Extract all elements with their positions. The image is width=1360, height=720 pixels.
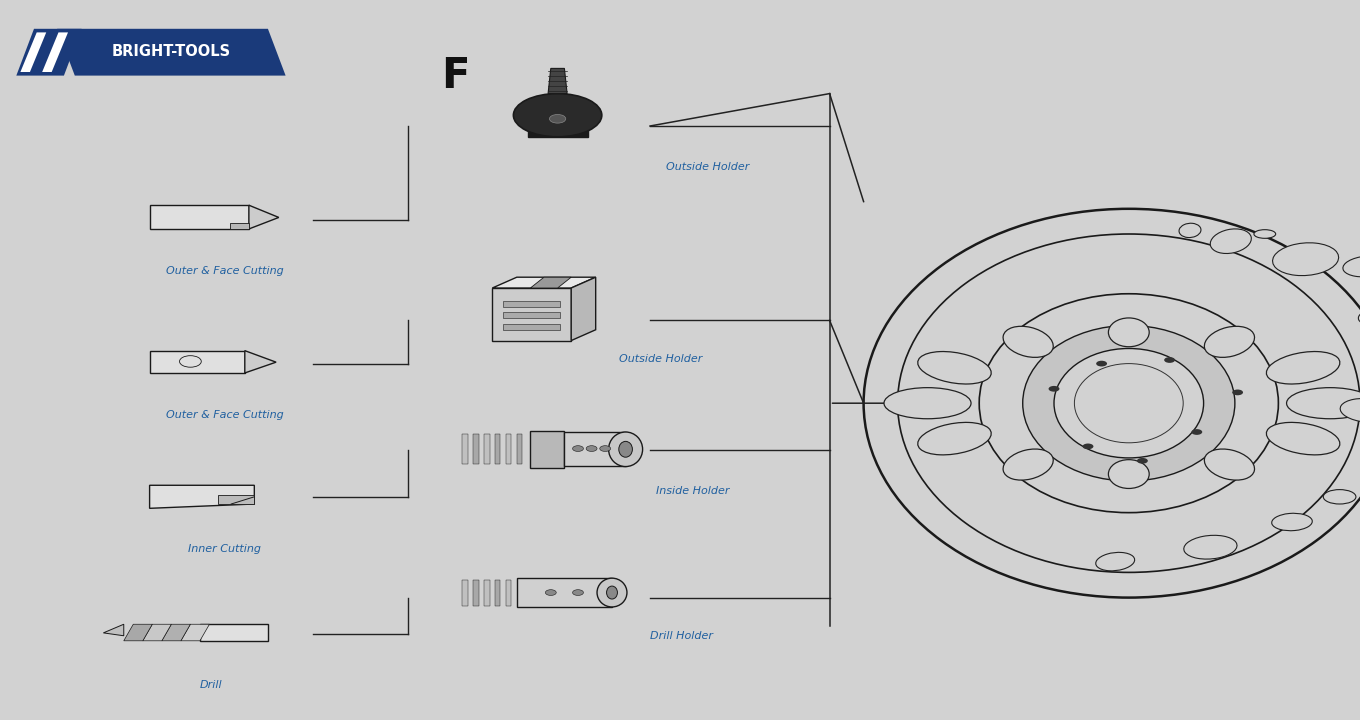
Circle shape — [600, 446, 611, 451]
Ellipse shape — [1096, 552, 1134, 571]
Polygon shape — [218, 495, 254, 504]
Polygon shape — [181, 624, 209, 641]
Text: Inside Holder: Inside Holder — [656, 486, 729, 496]
Ellipse shape — [1340, 398, 1360, 423]
Polygon shape — [484, 434, 490, 464]
Text: Drill: Drill — [200, 680, 222, 690]
Ellipse shape — [1254, 230, 1276, 238]
Polygon shape — [42, 32, 68, 72]
Polygon shape — [473, 434, 479, 464]
Circle shape — [1164, 357, 1175, 363]
Polygon shape — [150, 485, 254, 508]
Polygon shape — [249, 205, 279, 229]
Ellipse shape — [1205, 326, 1254, 357]
Polygon shape — [484, 580, 490, 606]
Ellipse shape — [1272, 513, 1312, 531]
Ellipse shape — [1359, 309, 1360, 325]
Circle shape — [1191, 429, 1202, 435]
Polygon shape — [571, 277, 596, 341]
Polygon shape — [16, 29, 82, 76]
Ellipse shape — [607, 586, 617, 599]
Text: BRIGHT-TOOLS: BRIGHT-TOOLS — [112, 45, 231, 59]
Polygon shape — [230, 223, 249, 229]
Polygon shape — [503, 324, 560, 330]
Ellipse shape — [1266, 351, 1340, 384]
Polygon shape — [506, 580, 511, 606]
Polygon shape — [473, 580, 479, 606]
Polygon shape — [124, 624, 152, 641]
Polygon shape — [57, 29, 286, 76]
Ellipse shape — [1205, 449, 1254, 480]
Polygon shape — [245, 351, 276, 373]
Ellipse shape — [1054, 348, 1204, 458]
Text: Inner Cutting: Inner Cutting — [188, 544, 261, 554]
Circle shape — [545, 590, 556, 595]
Ellipse shape — [1004, 326, 1053, 357]
Polygon shape — [462, 434, 468, 464]
Polygon shape — [103, 624, 124, 636]
Text: F: F — [442, 55, 469, 96]
Text: Outside Holder: Outside Holder — [619, 354, 702, 364]
Circle shape — [586, 446, 597, 451]
Polygon shape — [517, 578, 612, 607]
Ellipse shape — [884, 387, 971, 419]
Ellipse shape — [979, 294, 1278, 513]
Ellipse shape — [1108, 318, 1149, 347]
Text: Outer & Face Cutting: Outer & Face Cutting — [166, 266, 283, 276]
Polygon shape — [503, 312, 560, 318]
Ellipse shape — [609, 432, 643, 467]
Circle shape — [549, 114, 566, 123]
Polygon shape — [200, 624, 268, 641]
Ellipse shape — [1183, 535, 1238, 559]
Ellipse shape — [1108, 459, 1149, 488]
Circle shape — [1096, 361, 1107, 366]
Polygon shape — [495, 580, 500, 606]
Text: Drill Holder: Drill Holder — [650, 631, 713, 641]
Polygon shape — [143, 624, 171, 641]
Ellipse shape — [1179, 223, 1201, 238]
Circle shape — [1083, 444, 1093, 449]
Polygon shape — [492, 288, 571, 341]
Ellipse shape — [1074, 364, 1183, 443]
Ellipse shape — [1266, 423, 1340, 455]
Polygon shape — [462, 580, 468, 606]
Ellipse shape — [1210, 229, 1251, 253]
Ellipse shape — [1023, 325, 1235, 481]
Polygon shape — [20, 32, 46, 72]
Ellipse shape — [514, 94, 602, 137]
Polygon shape — [517, 434, 522, 464]
Polygon shape — [548, 68, 567, 94]
Polygon shape — [564, 432, 626, 466]
Ellipse shape — [597, 578, 627, 607]
Text: Outer & Face Cutting: Outer & Face Cutting — [166, 410, 283, 420]
Polygon shape — [150, 205, 249, 229]
Circle shape — [573, 590, 583, 595]
Ellipse shape — [1004, 449, 1053, 480]
Circle shape — [1137, 458, 1148, 464]
Polygon shape — [150, 351, 245, 373]
Ellipse shape — [898, 234, 1360, 572]
Circle shape — [1049, 386, 1059, 392]
Polygon shape — [530, 277, 571, 288]
Circle shape — [1232, 390, 1243, 395]
Ellipse shape — [1342, 256, 1360, 277]
Ellipse shape — [1273, 243, 1338, 276]
Ellipse shape — [864, 209, 1360, 598]
Polygon shape — [506, 434, 511, 464]
Polygon shape — [528, 115, 588, 137]
Polygon shape — [503, 301, 560, 307]
Polygon shape — [162, 624, 190, 641]
Ellipse shape — [918, 423, 991, 455]
Ellipse shape — [1323, 490, 1356, 504]
Ellipse shape — [918, 351, 991, 384]
Polygon shape — [530, 431, 564, 468]
Text: Outside Holder: Outside Holder — [666, 162, 749, 172]
Ellipse shape — [619, 441, 632, 457]
Circle shape — [573, 446, 583, 451]
Ellipse shape — [1287, 387, 1360, 419]
Polygon shape — [495, 434, 500, 464]
Polygon shape — [492, 277, 596, 288]
